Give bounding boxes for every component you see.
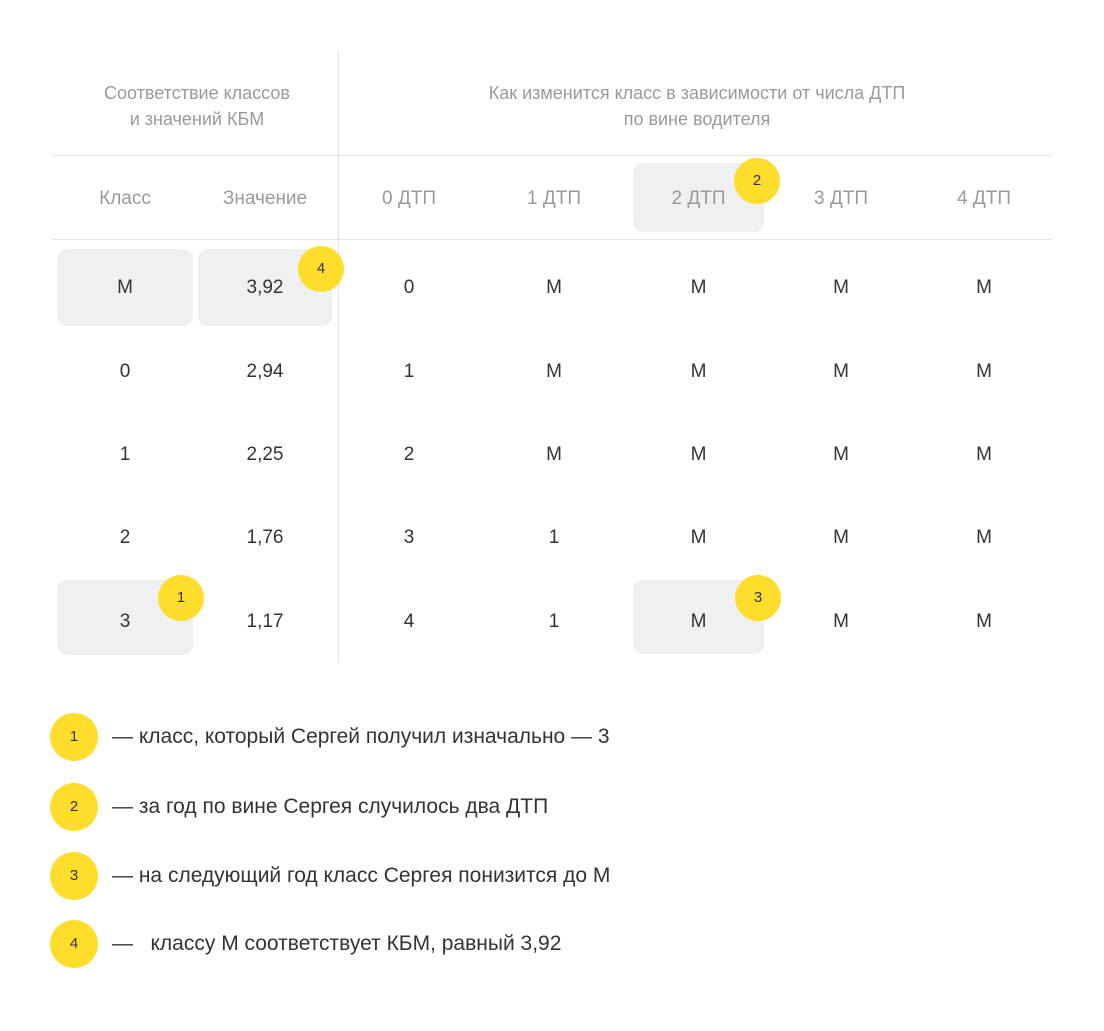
legend-item-4: 4 — классу М соответствует КБМ, равный 3…: [50, 920, 950, 968]
table-cell: М: [833, 444, 849, 465]
legend-text-4: — классу М соответствует КБМ, равный 3,9…: [112, 932, 562, 955]
legend-text-2: — за год по вине Сергея случилось два ДТ…: [112, 795, 549, 818]
column-header-1-dtp: 1 ДТП: [527, 188, 581, 209]
badge-3: 3: [735, 575, 781, 621]
table-cell: 0: [403, 277, 415, 298]
table-cell: М: [833, 527, 849, 548]
table-cell: 1: [403, 361, 415, 382]
table-cell: М: [976, 277, 992, 298]
badge-4: 4: [298, 246, 344, 292]
badge-2: 2: [734, 158, 780, 204]
table-cell: 2,94: [246, 361, 284, 382]
table-cell: 3,92: [246, 277, 284, 298]
right-group-header-line1: Как изменится класс в зависимости от чис…: [488, 83, 906, 103]
legend-badge-4: 4: [50, 920, 98, 968]
column-header-0-dtp: 0 ДТП: [382, 188, 436, 209]
right-group-header-line2: по вине водителя: [623, 109, 771, 129]
left-group-header: Соответствие классов и значений КБМ: [52, 80, 342, 132]
column-header-class: Класс: [99, 188, 151, 209]
legend-item-3: 3 — на следующий год класс Сергея понизи…: [50, 852, 950, 900]
badge-1: 1: [158, 575, 204, 621]
table-cell: М: [117, 277, 133, 298]
table-cell: М: [976, 611, 992, 632]
table-cell: М: [833, 277, 849, 298]
table-cell: М: [690, 444, 707, 465]
right-group-header: Как изменится класс в зависимости от чис…: [340, 80, 1054, 132]
legend-item-2: 2 — за год по вине Сергея случилось два …: [50, 783, 950, 831]
table-cell: М: [833, 611, 849, 632]
table-cell: М: [690, 527, 707, 548]
legend-badge-2: 2: [50, 783, 98, 831]
legend-badge-3: 3: [50, 852, 98, 900]
table-cell: 2: [119, 527, 131, 548]
table-cell: 1,17: [246, 611, 284, 632]
legend-text-1: — класс, который Сергей получил изначаль…: [112, 725, 610, 748]
column-header-value: Значение: [222, 188, 308, 209]
table-cell: М: [976, 444, 992, 465]
left-group-header-line1: Соответствие классов: [104, 83, 290, 103]
table-cell: М: [546, 277, 562, 298]
header-divider-top: [52, 155, 1052, 156]
highlight-class-m: [57, 249, 193, 326]
table-cell: 0: [119, 361, 131, 382]
table-cell: 3: [119, 611, 131, 632]
table-cell: М: [546, 444, 562, 465]
legend-badge-1: 1: [50, 713, 98, 761]
table-cell: 2,25: [246, 444, 284, 465]
table-cell: М: [690, 277, 707, 298]
vertical-divider: [338, 52, 339, 662]
left-group-header-line2: и значений КБМ: [129, 109, 265, 129]
table-cell: М: [976, 361, 992, 382]
table-cell: 2: [403, 444, 415, 465]
column-header-4-dtp: 4 ДТП: [957, 188, 1011, 209]
table-cell: 1: [119, 444, 131, 465]
table-cell: 1: [548, 527, 560, 548]
header-divider-bottom: [52, 239, 1052, 240]
table-cell: 1: [548, 611, 560, 632]
table-cell: 1,76: [246, 527, 284, 548]
table-cell: М: [833, 361, 849, 382]
column-header-2-dtp: 2 ДТП: [671, 188, 726, 209]
table-cell: М: [976, 527, 992, 548]
legend-text-3: — на следующий год класс Сергея понизитс…: [112, 864, 611, 887]
legend-item-1: 1 — класс, который Сергей получил изнача…: [50, 713, 950, 761]
table-cell: М: [546, 361, 562, 382]
table-cell: 3: [403, 527, 415, 548]
table-cell: М: [690, 611, 707, 632]
column-header-3-dtp: 3 ДТП: [814, 188, 868, 209]
table-cell: М: [690, 361, 707, 382]
table-cell: 4: [403, 611, 415, 632]
